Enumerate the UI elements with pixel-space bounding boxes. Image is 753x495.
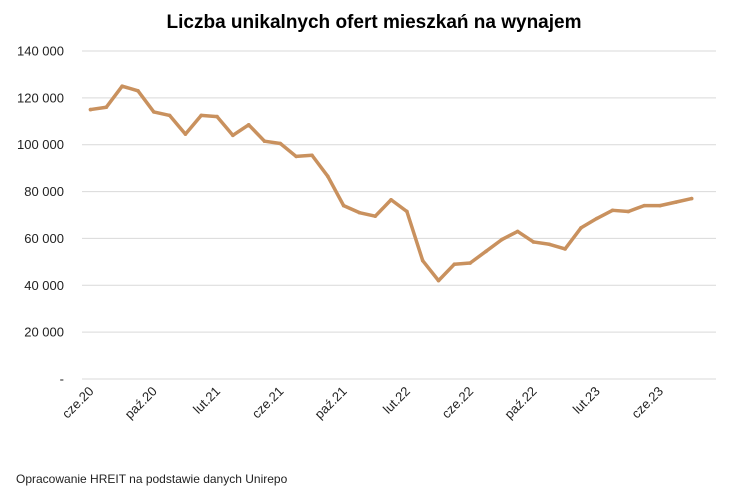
data-point	[468, 261, 472, 265]
y-tick-label: 100 000	[17, 137, 64, 152]
x-tick-label: cze.21	[249, 384, 287, 422]
x-tick-label: paź.22	[501, 384, 539, 422]
data-point	[405, 209, 409, 214]
data-point	[452, 262, 457, 267]
data-point	[389, 197, 393, 202]
data-point	[579, 226, 583, 230]
y-tick-label: 60 000	[24, 231, 64, 246]
data-point	[500, 237, 504, 242]
y-tick-label: 140 000	[17, 44, 64, 59]
data-point	[183, 132, 188, 136]
data-point	[610, 208, 615, 213]
y-tick-label: 80 000	[24, 184, 64, 199]
x-tick-label: cze.22	[439, 384, 477, 422]
x-axis-tick-labels: cze.20 paź.20 lut.21 cze.21 paź.21 lut.22 cze.…	[59, 384, 666, 422]
x-tick-label: cze.20	[59, 384, 97, 422]
series-line	[88, 84, 694, 283]
source-note: Opracowanie HREIT na podstawie danych Un…	[16, 472, 288, 486]
series-layer	[88, 84, 694, 283]
data-point	[357, 210, 362, 215]
data-point	[436, 278, 441, 283]
data-point	[484, 249, 488, 254]
data-point	[594, 216, 599, 221]
gridlines	[82, 50, 716, 380]
data-point	[658, 203, 662, 208]
data-point	[231, 133, 235, 138]
chart-title: Liczba unikalnych ofert mieszkań na wyna…	[167, 12, 582, 33]
data-point	[151, 110, 156, 114]
x-tick-label: cze.23	[628, 384, 666, 422]
data-point	[215, 114, 219, 119]
data-point	[199, 113, 204, 118]
x-tick-label: paź.20	[122, 384, 160, 422]
data-point	[120, 84, 124, 88]
data-point	[167, 113, 172, 118]
data-point	[515, 229, 520, 234]
x-tick-label: lut.22	[380, 384, 413, 417]
y-tick-label: 120 000	[17, 90, 64, 105]
y-tick-label: 20 000	[24, 325, 64, 340]
data-point	[674, 200, 678, 204]
data-point	[294, 154, 298, 159]
y-tick-label: -	[60, 372, 64, 387]
x-tick-label: paź.21	[312, 384, 350, 422]
y-tick-label: 40 000	[24, 278, 64, 293]
data-point	[88, 107, 93, 112]
data-point	[420, 258, 425, 263]
data-point	[642, 203, 646, 208]
data-point	[689, 196, 694, 201]
x-tick-label: lut.21	[190, 384, 223, 417]
data-point	[326, 174, 330, 179]
x-tick-label: lut.23	[570, 384, 603, 417]
data-point	[104, 105, 109, 110]
data-point	[373, 214, 378, 218]
data-point	[262, 139, 267, 143]
data-point	[547, 242, 552, 247]
data-point	[563, 247, 567, 251]
data-point	[626, 209, 631, 214]
data-point	[278, 141, 283, 146]
data-point	[341, 203, 346, 208]
data-point	[310, 153, 314, 158]
y-axis-tick-labels: - 20 000 40 000 60 000 80 000 100 000 120 000 1…	[17, 44, 64, 387]
data-point	[246, 123, 251, 127]
data-point	[531, 240, 536, 244]
data-point	[136, 89, 140, 93]
